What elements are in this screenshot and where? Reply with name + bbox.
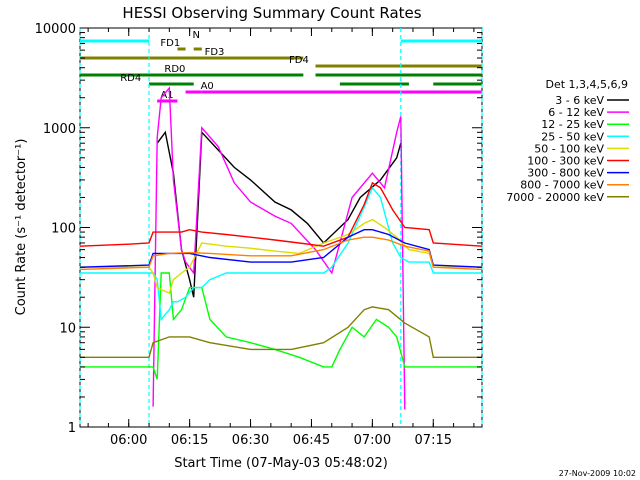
y-axis-label: Count Rate (s⁻¹ detector⁻¹) bbox=[14, 139, 29, 316]
flag-label: A1 bbox=[160, 90, 173, 101]
series-lines bbox=[79, 86, 483, 410]
legend-label: 12 - 25 keV bbox=[541, 118, 604, 131]
y-tick-label: 10000 bbox=[35, 22, 76, 37]
flag-bars: N FD1 FD3 FD4 RD0 RD4 A1 A0 bbox=[80, 30, 482, 103]
x-axis-label: Start Time (07-May-03 05:48:02) bbox=[174, 456, 388, 471]
series-line-5 bbox=[79, 181, 483, 247]
flag-label: A0 bbox=[201, 81, 214, 92]
legend-label: 3 - 6 keV bbox=[555, 94, 604, 107]
flag-label: FD3 bbox=[205, 47, 225, 58]
flag-label: N bbox=[193, 30, 200, 41]
x-tick-label: 06:00 bbox=[110, 433, 147, 448]
series-line-3 bbox=[80, 186, 482, 322]
x-tick-label: 06:45 bbox=[293, 433, 330, 448]
y-axis-ticks: 1 10 100 1000 10000 bbox=[35, 22, 482, 436]
x-axis-ticks: 06:00 06:15 06:30 06:45 07:00 07:15 bbox=[87, 28, 475, 448]
legend-label: 25 - 50 keV bbox=[541, 130, 604, 143]
flag-label: RD4 bbox=[120, 73, 141, 84]
series-line-8 bbox=[80, 306, 482, 358]
legend-header: Det 1,3,4,5,6,9 bbox=[545, 78, 628, 91]
flag-label: FD1 bbox=[160, 38, 180, 49]
legend-label: 300 - 800 keV bbox=[527, 167, 604, 180]
x-tick-label: 07:00 bbox=[354, 433, 391, 448]
legend-label: 6 - 12 keV bbox=[548, 106, 604, 119]
x-tick-label: 07:15 bbox=[415, 433, 452, 448]
chart-title: HESSI Observing Summary Count Rates bbox=[122, 4, 421, 22]
y-tick-label: 100 bbox=[51, 222, 76, 237]
y-tick-label: 10 bbox=[59, 321, 76, 336]
footer-timestamp: 27-Nov-2009 10:02 bbox=[559, 469, 636, 478]
flag-label: RD0 bbox=[164, 64, 185, 75]
series-line-7 bbox=[79, 236, 483, 271]
series-line-6 bbox=[79, 228, 483, 268]
plot-area: N FD1 FD3 FD4 RD0 RD4 A1 A0 06:00 06:15 06:30 06:4… bbox=[35, 22, 483, 448]
y-tick-label: 1000 bbox=[43, 122, 76, 137]
legend-label: 100 - 300 keV bbox=[527, 155, 604, 168]
legend-label: 800 - 7000 keV bbox=[520, 179, 604, 192]
y-tick-label: 1 bbox=[68, 421, 76, 436]
flag-label: FD4 bbox=[289, 55, 309, 66]
legend-label: 7000 - 20000 keV bbox=[506, 191, 604, 204]
series-line-2 bbox=[80, 272, 482, 380]
legend-label: 50 - 100 keV bbox=[534, 142, 604, 155]
x-tick-label: 06:15 bbox=[171, 433, 208, 448]
x-tick-label: 06:30 bbox=[232, 433, 269, 448]
series-line-1 bbox=[152, 86, 406, 410]
